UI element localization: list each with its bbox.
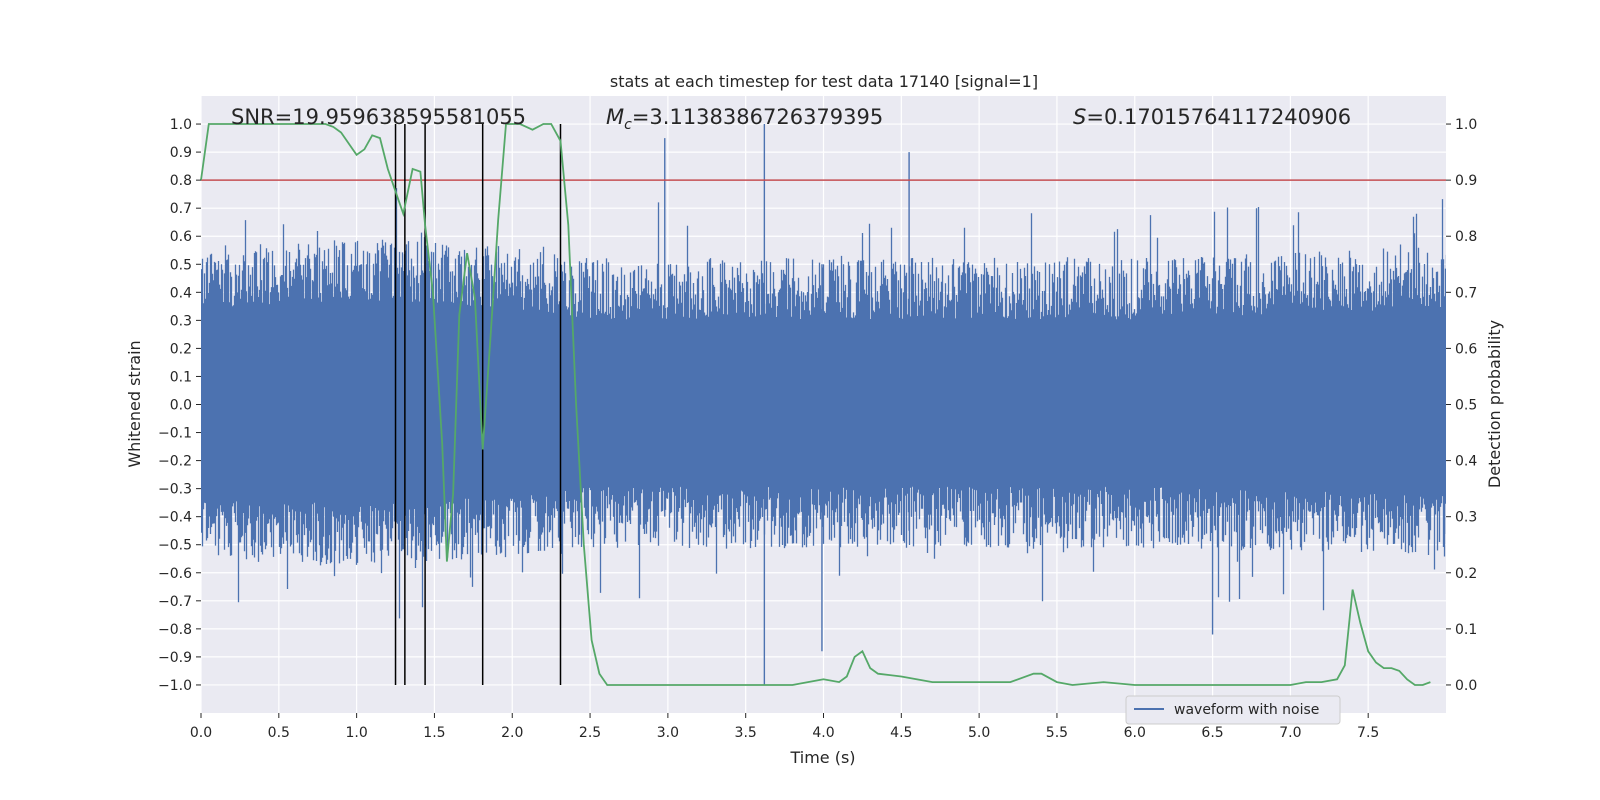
y-tick-label-0: 1.0 — [170, 117, 192, 133]
x-tick-label-6: 3.0 — [657, 725, 679, 741]
y-tick-label-5: 0.5 — [170, 257, 192, 273]
y2-tick-label-1: 0.1 — [1455, 622, 1477, 638]
x-tick-label-10: 5.0 — [968, 725, 990, 741]
x-tick-label-4: 2.0 — [501, 725, 523, 741]
y2-tick-label-9: 0.9 — [1455, 173, 1477, 189]
x-tick-label-12: 6.0 — [1124, 725, 1146, 741]
y2-tick-label-7: 0.7 — [1455, 285, 1477, 301]
y-tick-label-16: −0.6 — [158, 566, 192, 582]
y2-tick-label-4: 0.4 — [1455, 454, 1477, 470]
chirp-mass-value: =3.1138386726379395 — [632, 105, 883, 129]
y2-tick-label-6: 0.6 — [1455, 341, 1477, 357]
y-tick-label-8: 0.2 — [170, 341, 192, 357]
y-axis-ticks: 1.0 0.9 0.8 0.7 0.6 0.5 0.4 0.3 0.2 0.1 0.0 −0.1 −0.… — [158, 117, 201, 694]
y-tick-label-20: −1.0 — [158, 678, 192, 694]
y-tick-label-13: −0.3 — [158, 482, 192, 498]
y2-tick-label-10: 1.0 — [1455, 117, 1477, 133]
legend-box — [1125, 695, 1341, 725]
chirp-mass-subscript: c — [624, 117, 632, 133]
x-tick-label-3: 1.5 — [423, 725, 445, 741]
y-tick-label-3: 0.7 — [170, 201, 192, 217]
y-tick-label-1: 0.9 — [170, 145, 192, 161]
s-value: =0.17015764117240906 — [1086, 105, 1351, 129]
chart-title: stats at each timestep for test data 171… — [610, 72, 1038, 91]
x-tick-label-14: 7.0 — [1279, 725, 1301, 741]
y-axis-label: Whitened strain — [125, 340, 144, 467]
detection-probability-line — [200, 123, 1431, 686]
x-axis-ticks: 0.0 0.5 1.0 1.5 2.0 2.5 3.0 3.5 4.0 4.5 5.0 5.5 6.0 6… — [190, 713, 1379, 741]
s-annotation: S=0.17015764117240906 — [1073, 105, 1351, 129]
y2-axis-ticks: 0.0 0.1 0.2 0.3 0.4 0.5 0.6 0.7 0.8 0.9 1.0 — [1446, 117, 1477, 694]
y-tick-label-18: −0.8 — [158, 622, 192, 638]
s-symbol: S — [1073, 105, 1086, 129]
x-tick-label-7: 3.5 — [735, 725, 757, 741]
y2-tick-label-8: 0.8 — [1455, 229, 1477, 245]
y-tick-label-2: 0.8 — [170, 173, 192, 189]
snr-annotation: SNR=19.959638595581055 — [231, 105, 526, 129]
waveform-with-noise-series — [201, 124, 1446, 685]
y-tick-label-4: 0.6 — [170, 229, 192, 245]
overlay-lines — [201, 124, 1446, 685]
x-tick-label-0: 0.0 — [190, 725, 212, 741]
x-tick-label-15: 7.5 — [1357, 725, 1379, 741]
y-tick-label-12: −0.2 — [158, 454, 192, 470]
legend: waveform with noise — [1125, 695, 1341, 725]
x-tick-label-11: 5.5 — [1046, 725, 1068, 741]
x-tick-label-5: 2.5 — [579, 725, 601, 741]
chirp-mass-symbol: M — [606, 105, 624, 129]
y-tick-label-19: −0.9 — [158, 650, 192, 666]
chirp-mass-annotation: Mc=3.1138386726379395 — [606, 105, 883, 133]
x-tick-label-8: 4.0 — [812, 725, 834, 741]
y-tick-label-7: 0.3 — [170, 313, 192, 329]
detection-probability-series — [200, 123, 1431, 686]
y2-axis-label: Detection probability — [1485, 320, 1504, 488]
x-tick-label-9: 4.5 — [890, 725, 912, 741]
y-tick-label-14: −0.4 — [158, 510, 192, 526]
y2-tick-label-5: 0.5 — [1455, 398, 1477, 414]
waveform-noise-trace — [201, 188, 1446, 619]
y-tick-label-15: −0.5 — [158, 538, 192, 554]
y-tick-label-10: 0.0 — [170, 398, 192, 414]
y-tick-label-17: −0.7 — [158, 594, 192, 610]
y-tick-label-11: −0.1 — [158, 426, 192, 442]
y2-tick-label-0: 0.0 — [1455, 678, 1477, 694]
legend-label: waveform with noise — [1174, 702, 1319, 718]
x-tick-label-1: 0.5 — [268, 725, 290, 741]
y-tick-label-9: 0.1 — [170, 369, 192, 385]
x-tick-label-2: 1.0 — [345, 725, 367, 741]
y2-tick-label-2: 0.2 — [1455, 566, 1477, 582]
x-tick-label-13: 6.5 — [1201, 725, 1223, 741]
y-tick-label-6: 0.4 — [170, 285, 192, 301]
y2-tick-label-3: 0.3 — [1455, 510, 1477, 526]
x-axis-label: Time (s) — [789, 748, 855, 767]
